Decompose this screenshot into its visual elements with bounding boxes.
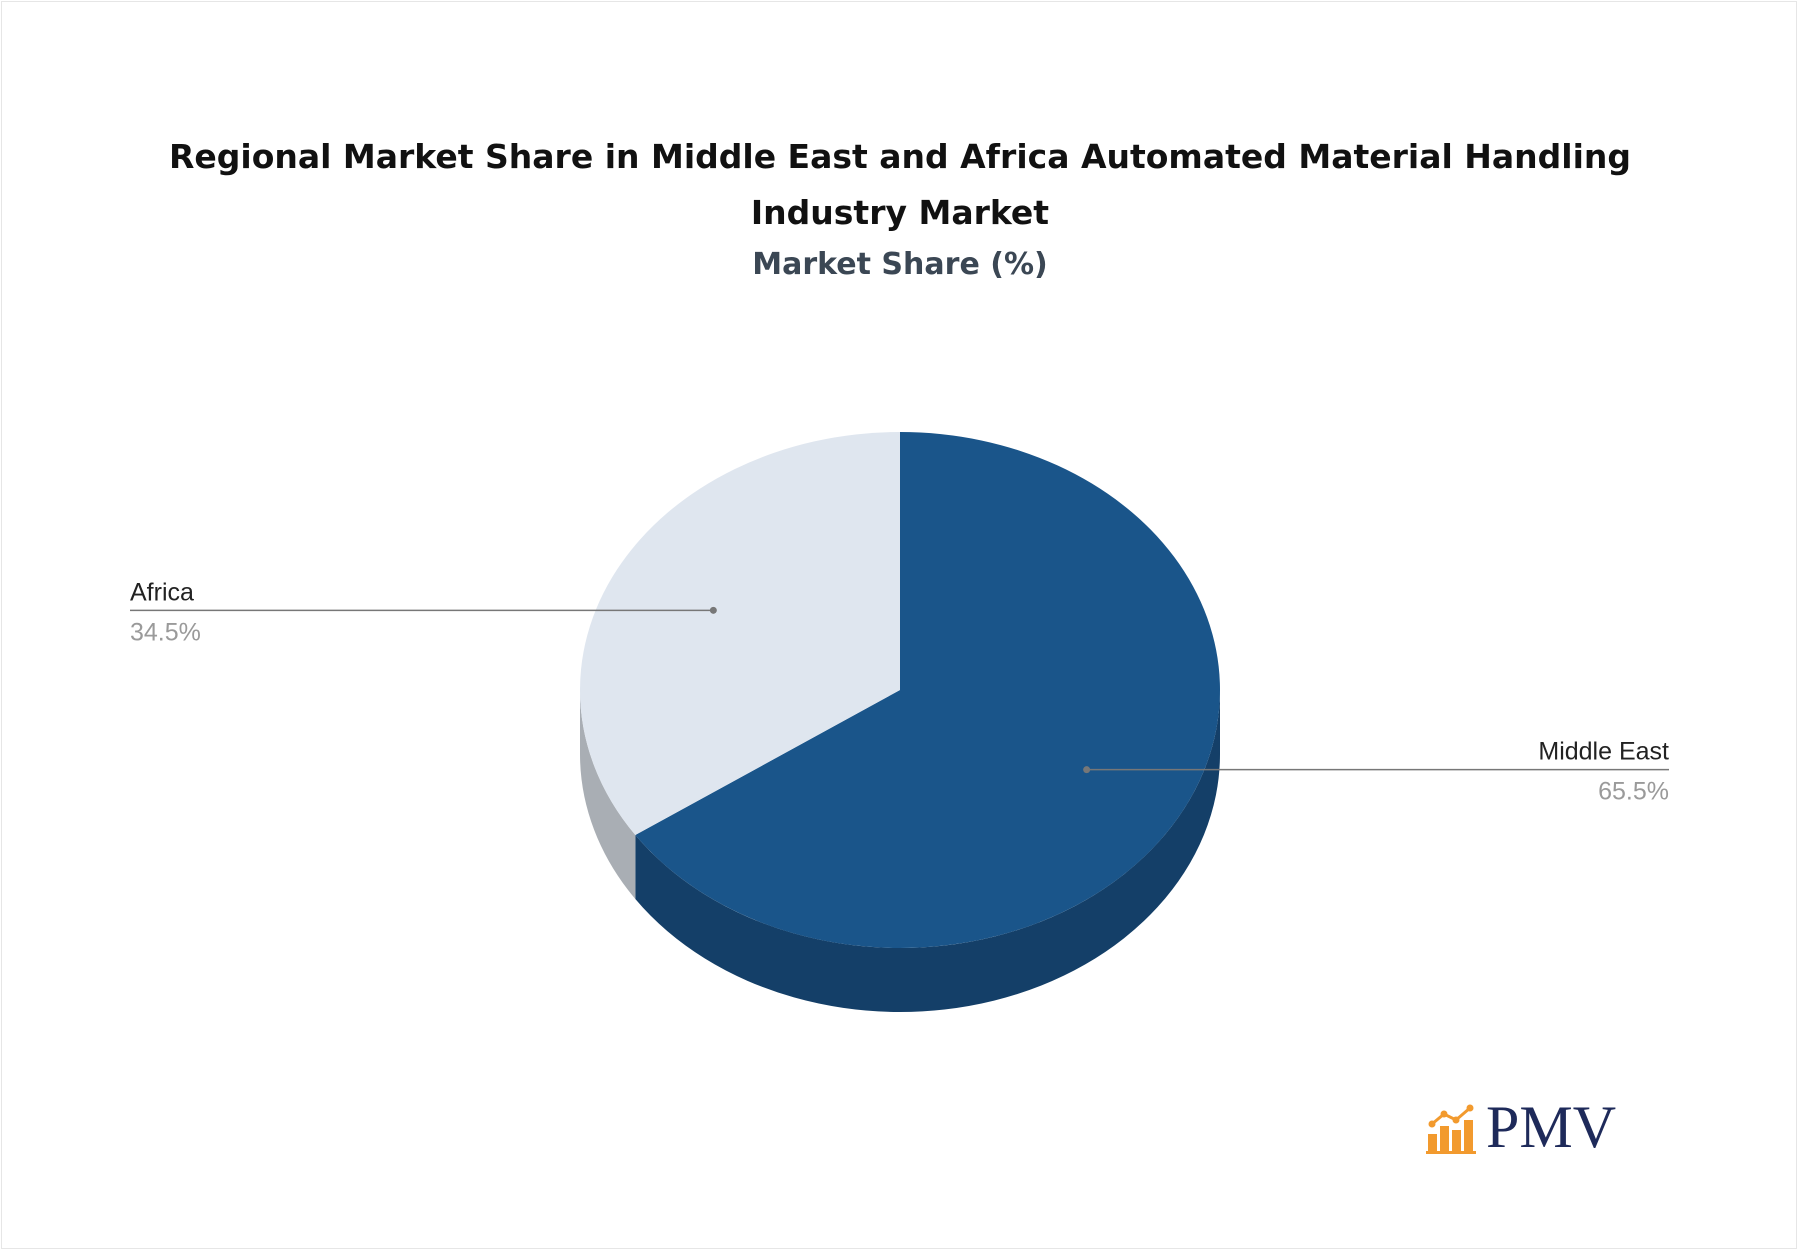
logo-bar-2 (1440, 1126, 1449, 1152)
slice-label-africa: Africa (130, 578, 194, 606)
pie-slice-middle-east[interactable] (635, 432, 1220, 948)
pie-side-middle-east (635, 690, 1220, 1012)
logo-bar-3 (1452, 1130, 1461, 1152)
pmv-logo: PMV (1426, 1094, 1617, 1160)
chart-subtitle: Market Share (%) (752, 247, 1048, 282)
logo-bar-1 (1428, 1134, 1437, 1152)
chart-title-line-1: Regional Market Share in Middle East and… (168, 137, 1632, 176)
logo-trend-dot-1 (1428, 1120, 1436, 1128)
logo-baseline (1426, 1151, 1476, 1154)
logo-trend-dot-4 (1466, 1104, 1474, 1112)
logo-text: PMV (1486, 1094, 1617, 1160)
pie-slice-africa[interactable] (580, 432, 900, 836)
logo-trend-line (1431, 1106, 1471, 1126)
chart-title-line-2: Industry Market (750, 193, 1050, 232)
logo-trend-dot-3 (1452, 1116, 1460, 1124)
logo-trend-dot-2 (1440, 1110, 1448, 1118)
slice-value-africa: 34.5% (130, 618, 201, 646)
slice-value-middle-east: 65.5% (1598, 778, 1669, 806)
slice-label-middle-east: Middle East (1538, 738, 1669, 766)
bar-chart-icon (1426, 1104, 1476, 1154)
pie-side-africa (580, 690, 636, 900)
logo-bar-4 (1464, 1120, 1473, 1152)
